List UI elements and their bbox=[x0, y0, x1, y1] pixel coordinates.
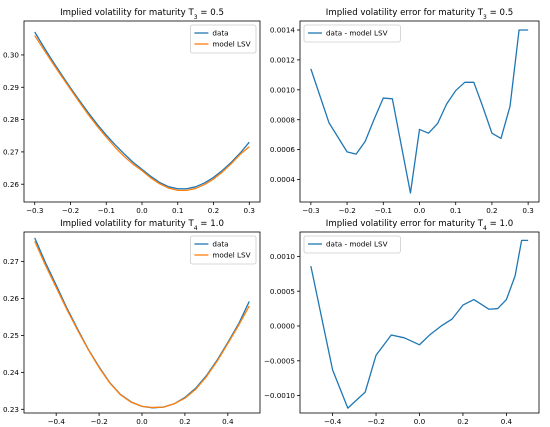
legend: data model LSV bbox=[189, 235, 257, 265]
plot-frame bbox=[299, 231, 540, 414]
y-tick-label: 0.29 bbox=[3, 83, 19, 92]
chart-title-suffix: = 0.5 bbox=[487, 8, 513, 18]
x-tick-label: 0.2 bbox=[486, 206, 497, 215]
chart-title: Implied volatility for maturity T4 = 1.0 bbox=[60, 219, 224, 232]
y-tick-label: 0.25 bbox=[3, 331, 19, 340]
series-line-data-model-lsv bbox=[310, 29, 529, 194]
series-line-data-model-lsv bbox=[310, 239, 529, 409]
chart-title-suffix: = 1.0 bbox=[198, 219, 224, 229]
legend: data - model LSV bbox=[303, 24, 401, 43]
x-tick-label: 0.0 bbox=[414, 417, 426, 426]
y-tick-label: 0.0000 bbox=[270, 322, 296, 331]
x-tick-label: 0.0 bbox=[414, 206, 426, 215]
y-tick-label: −0.0005 bbox=[264, 356, 295, 365]
x-tick-label: 0.1 bbox=[450, 206, 461, 215]
x-tick-label: 0.2 bbox=[208, 206, 219, 215]
legend-label: data bbox=[212, 240, 228, 249]
x-tick-label: −0.1 bbox=[98, 206, 115, 215]
series-line-data bbox=[34, 31, 250, 190]
y-tick-label: −0.0010 bbox=[264, 391, 296, 400]
chart-panel-3: Implied volatility for maturity T4 = 1.0… bbox=[3, 219, 261, 426]
legend-label: data - model LSV bbox=[326, 29, 388, 38]
y-tick-label: 0.26 bbox=[3, 294, 19, 303]
legend-box bbox=[189, 235, 257, 265]
chart-title-subscript: 4 bbox=[483, 225, 487, 232]
x-tick-label: −0.2 bbox=[90, 417, 107, 426]
chart-title-subscript: 3 bbox=[483, 14, 487, 21]
y-tick-label: 0.0010 bbox=[270, 252, 296, 261]
legend-label: data bbox=[212, 29, 228, 38]
legend-box bbox=[303, 235, 401, 254]
chart-title-main: Implied volatility for maturity T bbox=[60, 219, 194, 229]
legend: data model LSV bbox=[189, 24, 257, 54]
y-tick-label: 0.26 bbox=[3, 180, 19, 189]
chart-title: Implied volatility for maturity T3 = 0.5 bbox=[60, 8, 224, 21]
y-tick-label: 0.0014 bbox=[270, 26, 296, 35]
legend-label: data - model LSV bbox=[326, 240, 388, 249]
y-tick-label: 0.0008 bbox=[270, 115, 296, 124]
y-tick-label: 0.0012 bbox=[270, 55, 295, 64]
y-tick-label: 0.0005 bbox=[270, 287, 295, 296]
x-tick-label: 0.3 bbox=[522, 206, 533, 215]
legend-label: model LSV bbox=[212, 251, 250, 260]
chart-title-main: Implied volatility for maturity T bbox=[60, 8, 194, 18]
y-tick-label: 0.30 bbox=[3, 51, 19, 60]
y-tick-label: 0.0006 bbox=[270, 145, 296, 154]
x-tick-label: 0.4 bbox=[222, 417, 234, 426]
legend-label: model LSV bbox=[212, 40, 250, 49]
x-tick-label: −0.2 bbox=[367, 417, 384, 426]
chart-title-suffix: = 0.5 bbox=[198, 8, 224, 18]
x-tick-label: 0.0 bbox=[136, 417, 148, 426]
y-tick-label: 0.27 bbox=[3, 148, 19, 157]
chart-title-subscript: 4 bbox=[194, 225, 198, 232]
y-tick-label: 0.24 bbox=[3, 368, 19, 377]
x-tick-label: −0.2 bbox=[338, 206, 355, 215]
chart-panel-1: Implied volatility for maturity T3 = 0.5… bbox=[3, 8, 261, 215]
plot-frame bbox=[299, 20, 540, 203]
legend-box bbox=[303, 24, 401, 43]
y-tick-label: 0.28 bbox=[3, 115, 19, 124]
x-tick-label: 0.0 bbox=[136, 206, 148, 215]
x-tick-label: −0.2 bbox=[62, 206, 79, 215]
legend-box bbox=[189, 24, 257, 54]
x-tick-label: −0.1 bbox=[375, 206, 392, 215]
chart-panel-4: Implied volatility error for maturity T4… bbox=[264, 219, 540, 426]
x-tick-label: 0.4 bbox=[501, 417, 513, 426]
series-line-model-lsv bbox=[34, 240, 250, 409]
y-tick-label: 0.0004 bbox=[270, 175, 296, 184]
y-tick-label: 0.23 bbox=[3, 405, 19, 414]
chart-title: Implied volatility error for maturity T3… bbox=[326, 8, 513, 21]
chart-title-suffix: = 1.0 bbox=[487, 219, 513, 229]
legend: data - model LSV bbox=[303, 235, 401, 254]
y-tick-label: 0.0010 bbox=[270, 85, 296, 94]
x-tick-label: −0.3 bbox=[302, 206, 319, 215]
x-tick-label: −0.4 bbox=[324, 417, 342, 426]
chart-title-main: Implied volatility error for maturity T bbox=[326, 219, 484, 229]
chart-title: Implied volatility error for maturity T4… bbox=[326, 219, 513, 232]
x-tick-label: 0.2 bbox=[457, 417, 468, 426]
x-tick-label: 0.2 bbox=[179, 417, 190, 426]
x-tick-label: 0.1 bbox=[172, 206, 183, 215]
x-tick-label: 0.3 bbox=[244, 206, 255, 215]
x-tick-label: −0.4 bbox=[47, 417, 65, 426]
chart-panel-2: Implied volatility error for maturity T3… bbox=[270, 8, 540, 215]
series-line-model-lsv bbox=[34, 35, 250, 192]
x-tick-label: −0.3 bbox=[26, 206, 43, 215]
chart-title-subscript: 3 bbox=[194, 14, 198, 21]
y-tick-label: 0.27 bbox=[3, 257, 19, 266]
chart-title-main: Implied volatility error for maturity T bbox=[326, 8, 484, 18]
